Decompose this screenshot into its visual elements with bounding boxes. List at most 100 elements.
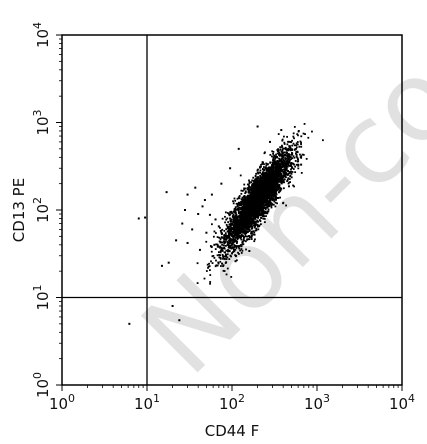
outlier-dot bbox=[248, 249, 251, 252]
event-dot bbox=[215, 264, 218, 267]
event-dot bbox=[258, 204, 261, 207]
event-dot bbox=[290, 176, 293, 179]
event-dot bbox=[233, 197, 236, 200]
event-dot bbox=[226, 267, 229, 270]
event-dot bbox=[300, 141, 302, 144]
event-dot bbox=[248, 217, 251, 220]
event-dot bbox=[233, 239, 236, 242]
event-dot bbox=[273, 170, 276, 173]
event-dot bbox=[273, 175, 276, 178]
event-dot bbox=[244, 210, 247, 213]
event-dot bbox=[255, 184, 258, 187]
event-dot bbox=[267, 185, 270, 187]
event-dot bbox=[225, 261, 227, 264]
event-dot bbox=[224, 232, 227, 235]
event-dot bbox=[251, 219, 254, 222]
event-dot bbox=[238, 203, 241, 205]
event-dot bbox=[240, 192, 243, 195]
event-dot bbox=[286, 165, 289, 168]
event-dot bbox=[295, 155, 298, 158]
event-dot bbox=[249, 205, 251, 208]
event-dot bbox=[253, 226, 256, 229]
event-dot bbox=[255, 195, 258, 198]
event-dot bbox=[273, 195, 276, 198]
event-dot bbox=[208, 269, 211, 272]
event-dot bbox=[245, 223, 247, 226]
event-dot bbox=[276, 162, 278, 165]
outlier-dot bbox=[178, 319, 181, 322]
event-dot bbox=[231, 242, 234, 245]
event-dot bbox=[267, 188, 270, 191]
event-dot bbox=[234, 217, 237, 220]
event-dot bbox=[277, 180, 280, 183]
event-dot bbox=[251, 209, 254, 211]
event-dot bbox=[271, 184, 274, 186]
event-dot bbox=[217, 261, 220, 264]
event-dot bbox=[229, 217, 231, 220]
event-dot bbox=[225, 218, 228, 221]
outlier-dot bbox=[171, 304, 174, 307]
event-dot bbox=[307, 136, 310, 139]
event-dot bbox=[276, 183, 279, 186]
event-dot bbox=[244, 201, 247, 204]
event-dot bbox=[217, 251, 220, 254]
event-dot bbox=[262, 209, 264, 212]
outlier-dot bbox=[175, 239, 178, 242]
outlier-dot bbox=[205, 231, 208, 234]
outlier-dot bbox=[197, 213, 200, 216]
event-dot bbox=[259, 214, 262, 217]
event-dot bbox=[262, 210, 265, 213]
event-dot bbox=[247, 228, 250, 231]
event-dot bbox=[267, 197, 270, 200]
event-dot bbox=[236, 223, 239, 225]
outlier-dot bbox=[280, 129, 283, 132]
event-dot bbox=[254, 208, 257, 211]
event-dot bbox=[250, 191, 253, 193]
event-dot bbox=[228, 223, 231, 226]
event-dot bbox=[284, 146, 287, 149]
event-dot bbox=[235, 214, 238, 216]
event-dot bbox=[220, 246, 223, 249]
event-dot bbox=[279, 162, 282, 165]
event-dot bbox=[267, 203, 269, 206]
event-dot bbox=[263, 173, 266, 176]
event-dot bbox=[279, 196, 281, 199]
event-dot bbox=[227, 234, 230, 236]
event-dot bbox=[253, 222, 256, 225]
event-dot bbox=[223, 247, 226, 250]
event-dot bbox=[262, 198, 265, 201]
event-dot bbox=[196, 262, 199, 265]
event-dot bbox=[209, 274, 212, 276]
event-dot bbox=[238, 224, 241, 227]
event-dot bbox=[243, 209, 246, 212]
event-dot bbox=[246, 231, 249, 233]
event-dot bbox=[233, 244, 236, 246]
event-dot bbox=[230, 222, 232, 225]
event-dot bbox=[243, 220, 246, 223]
event-dot bbox=[244, 191, 247, 194]
event-dot bbox=[218, 256, 221, 259]
event-dot bbox=[219, 230, 222, 232]
event-dot bbox=[255, 207, 258, 210]
event-dot bbox=[227, 221, 230, 223]
event-dot bbox=[210, 250, 213, 253]
event-dot bbox=[232, 220, 235, 222]
event-dot bbox=[250, 224, 252, 227]
event-dot bbox=[289, 158, 291, 161]
event-dot bbox=[219, 226, 221, 229]
event-dot bbox=[259, 195, 261, 198]
event-dot bbox=[210, 246, 213, 249]
event-dot bbox=[252, 233, 255, 236]
outlier-dot bbox=[203, 199, 206, 202]
event-dot bbox=[233, 233, 236, 236]
event-dot bbox=[219, 256, 222, 259]
event-dot bbox=[286, 149, 289, 152]
event-dot bbox=[248, 225, 251, 228]
event-dot bbox=[261, 201, 263, 203]
event-dot bbox=[283, 168, 286, 171]
event-dot bbox=[272, 156, 275, 159]
event-dot bbox=[279, 187, 281, 190]
event-dot bbox=[234, 206, 237, 209]
event-dot bbox=[293, 137, 295, 140]
event-dot bbox=[240, 204, 242, 207]
